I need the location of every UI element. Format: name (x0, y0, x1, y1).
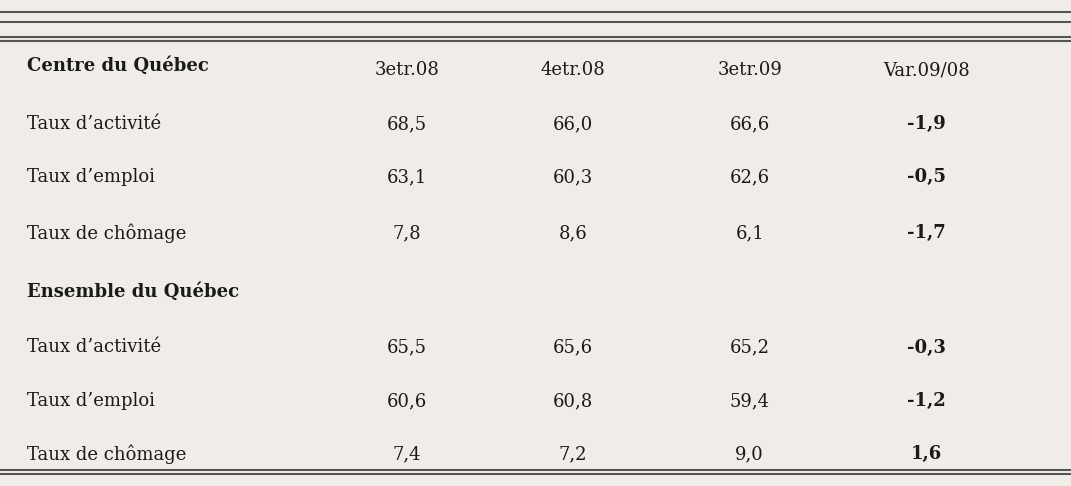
Text: Taux d’emploi: Taux d’emploi (27, 392, 155, 410)
Text: -1,2: -1,2 (907, 392, 946, 410)
Text: 65,2: 65,2 (729, 338, 770, 357)
Text: Taux d’activité: Taux d’activité (27, 115, 161, 133)
Text: 68,5: 68,5 (387, 115, 427, 133)
Text: Var.09/08: Var.09/08 (884, 61, 969, 80)
Text: -0,3: -0,3 (907, 338, 946, 357)
Text: 59,4: 59,4 (729, 392, 770, 410)
Text: 7,4: 7,4 (393, 445, 421, 464)
Text: 63,1: 63,1 (387, 168, 427, 187)
Text: 3etr.09: 3etr.09 (718, 61, 782, 80)
Text: 7,2: 7,2 (559, 445, 587, 464)
Text: 3etr.08: 3etr.08 (375, 61, 439, 80)
Text: -1,9: -1,9 (907, 115, 946, 133)
Text: Taux d’activité: Taux d’activité (27, 338, 161, 357)
Text: 62,6: 62,6 (729, 168, 770, 187)
Text: 66,0: 66,0 (553, 115, 593, 133)
Text: -1,7: -1,7 (907, 224, 946, 243)
Text: 7,8: 7,8 (393, 224, 421, 243)
Text: 65,5: 65,5 (387, 338, 427, 357)
Text: -0,5: -0,5 (907, 168, 946, 187)
Text: 65,6: 65,6 (553, 338, 593, 357)
Text: 60,3: 60,3 (553, 168, 593, 187)
Text: 60,6: 60,6 (387, 392, 427, 410)
Text: Taux de chômage: Taux de chômage (27, 445, 186, 464)
Text: 60,8: 60,8 (553, 392, 593, 410)
Text: 6,1: 6,1 (736, 224, 764, 243)
Text: Taux d’emploi: Taux d’emploi (27, 168, 155, 187)
Text: 8,6: 8,6 (559, 224, 587, 243)
Text: Ensemble du Québec: Ensemble du Québec (27, 282, 239, 301)
Text: Taux de chômage: Taux de chômage (27, 224, 186, 243)
Text: 9,0: 9,0 (736, 445, 764, 464)
Text: 4etr.08: 4etr.08 (541, 61, 605, 80)
Text: Centre du Québec: Centre du Québec (27, 56, 209, 75)
Text: 1,6: 1,6 (910, 445, 942, 464)
Text: 66,6: 66,6 (729, 115, 770, 133)
